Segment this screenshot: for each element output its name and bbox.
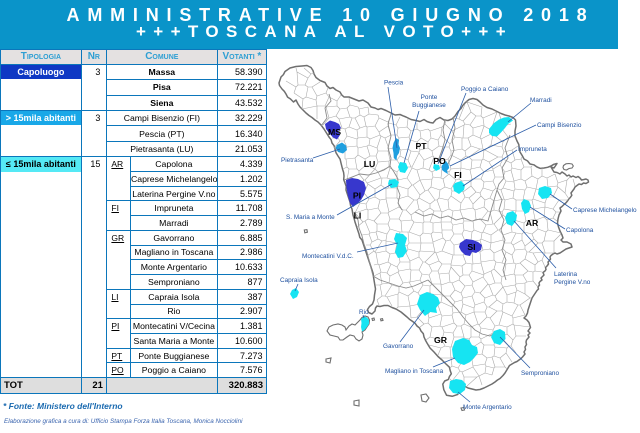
svg-text:Impruneta: Impruneta <box>518 146 547 153</box>
svg-text:Capraia Isola: Capraia Isola <box>280 277 318 284</box>
svg-text:Capolona: Capolona <box>566 227 594 234</box>
svg-text:PO: PO <box>433 156 446 166</box>
svg-text:Campi Bisenzio: Campi Bisenzio <box>537 122 582 129</box>
svg-text:Laterina: Laterina <box>554 271 578 278</box>
svg-text:Montecatini V.d.C.: Montecatini V.d.C. <box>302 253 354 260</box>
svg-text:Pescia: Pescia <box>384 80 404 87</box>
svg-text:PT: PT <box>415 141 427 151</box>
svg-text:MS: MS <box>328 127 341 137</box>
svg-text:Buggianese: Buggianese <box>412 102 446 109</box>
svg-text:Caprese Michelangelo: Caprese Michelangelo <box>573 207 637 214</box>
svg-text:Pietrasanta: Pietrasanta <box>281 157 314 164</box>
svg-text:Pergine V.no: Pergine V.no <box>554 279 591 286</box>
svg-text:LU: LU <box>364 159 376 169</box>
svg-text:Rio: Rio <box>359 309 369 316</box>
svg-text:S. Maria a Monte: S. Maria a Monte <box>286 214 335 221</box>
svg-text:Gavorrano: Gavorrano <box>383 343 414 350</box>
svg-text:Ponte: Ponte <box>421 94 438 101</box>
svg-text:SI: SI <box>467 242 475 252</box>
svg-text:Semproniano: Semproniano <box>521 370 559 377</box>
svg-text:AR: AR <box>526 218 539 228</box>
svg-text:LI: LI <box>354 211 362 221</box>
svg-text:Monte Argentario: Monte Argentario <box>463 404 512 411</box>
svg-text:GR: GR <box>434 335 448 345</box>
svg-text:PI: PI <box>353 191 361 201</box>
svg-text:Poggio a Caiano: Poggio a Caiano <box>461 86 509 93</box>
svg-text:Magliano in Toscana: Magliano in Toscana <box>385 368 444 375</box>
svg-text:Marradi: Marradi <box>530 97 552 104</box>
svg-text:FI: FI <box>454 170 462 180</box>
